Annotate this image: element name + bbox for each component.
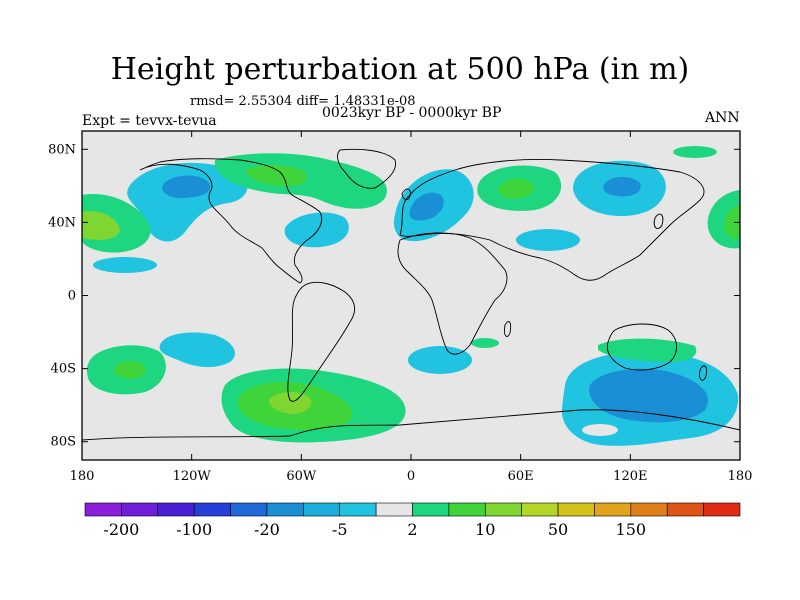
colorbar-swatch [448, 502, 486, 517]
lon-tick-label: 180 [728, 469, 753, 484]
lon-tick-label: 120W [173, 469, 212, 484]
lat-tick-label: 80N [48, 142, 76, 157]
coastlines [82, 148, 740, 441]
positive-anomaly-south-atlantic-inner [269, 392, 312, 414]
positive-anomaly-siberia-core [498, 178, 535, 199]
lon-tick-label: 60W [286, 469, 317, 484]
negative-anomaly-east-asia-core [603, 177, 641, 197]
lat-tick-label: 40N [48, 215, 76, 230]
positive-anomaly-pacific-east-core [724, 205, 740, 239]
coastline-uk [401, 188, 411, 201]
negative-anomaly-indian-ocean [408, 346, 472, 374]
positive-anomaly-south-africa [471, 338, 499, 348]
colorbar-swatch [121, 502, 159, 517]
colorbar-swatch [303, 502, 341, 517]
lon-tick-label: 180 [70, 469, 95, 484]
positive-anomaly-australia-east [598, 338, 697, 362]
colorbar-label: -200 [103, 520, 139, 539]
colorbar-swatch [594, 502, 632, 517]
season-label: ANN [705, 110, 740, 126]
negative-anomaly-na [127, 162, 248, 242]
lat-tick-label: 0 [68, 289, 76, 304]
coastline-eurasia [399, 159, 705, 281]
coastline-madagascar [504, 321, 512, 337]
lon-tick-label: 0 [407, 469, 415, 484]
colorbar: -200 -100 -20 -5 2 10 50 150 [84, 502, 741, 539]
coastline-south-america [287, 281, 356, 402]
colorbar-swatch [484, 502, 522, 517]
coastline-north-america [139, 158, 323, 284]
positive-anomaly-arctic-east [673, 146, 717, 158]
colorbar-swatch [703, 502, 741, 517]
colorbar-label: 150 [616, 520, 647, 539]
negative-anomaly-europe-core [409, 192, 444, 221]
colorbar-swatch [157, 502, 195, 517]
colorbar-swatch [375, 502, 413, 517]
negative-anomaly-southern-ocean-core [589, 368, 709, 423]
negative-anomaly-pacific-west [93, 257, 157, 273]
colorbar-swatch [412, 502, 450, 517]
colorbar-swatch [339, 502, 377, 517]
colorbar-swatch [266, 502, 304, 517]
colorbar-swatch [521, 502, 559, 517]
colorbar-swatch [84, 502, 122, 517]
plot-title: Height perturbation at 500 hPa (in m) [110, 52, 690, 87]
lon-tick-label: 60E [508, 469, 534, 484]
rmsd-stats: rmsd= 2.55304 diff= 1.48331e-08 [190, 94, 416, 109]
colorbar-swatch [557, 502, 595, 517]
low-anomaly-patch [582, 424, 618, 436]
colorbar-label: 10 [475, 520, 495, 539]
negative-anomaly-south-pacific [159, 332, 235, 368]
colorbar-label: -5 [332, 520, 348, 539]
coastline-japan [653, 213, 664, 229]
coastline-australia [606, 323, 677, 371]
lat-tick-label: 80S [51, 435, 76, 450]
coastline-antarctica [82, 409, 740, 441]
colorbar-label: -100 [176, 520, 212, 539]
coastline-new-zealand [699, 365, 707, 381]
positive-anomaly-pacific-west-core [82, 211, 120, 240]
colorbar-label: -20 [254, 520, 280, 539]
coastline-greenland [337, 148, 396, 189]
positive-anomaly-south-pacific-core [114, 361, 146, 379]
colorbar-label: 50 [548, 520, 568, 539]
lat-tick-label: 40S [51, 362, 76, 377]
colorbar-label: 2 [407, 520, 417, 539]
colorbar-swatch [630, 502, 668, 517]
colorbar-swatch [230, 502, 268, 517]
colorbar-swatch [193, 502, 231, 517]
time-period: 0023kyr BP - 0000kyr BP [322, 105, 502, 121]
negative-anomaly-india [516, 229, 580, 251]
experiment-label: Expt = tevvx-tevua [82, 113, 217, 129]
negative-anomaly-atlantic [284, 212, 349, 248]
anomaly-contours [82, 146, 740, 446]
negative-anomaly-na-core [162, 175, 211, 198]
lon-tick-label: 120E [613, 469, 647, 484]
positive-anomaly-arctic-core [245, 164, 308, 187]
colorbar-swatch [666, 502, 704, 517]
axis-ticks: 80N 40N 0 40S 80S 180 120W 60W 0 60E 120E 180 [48, 131, 752, 484]
coastline-africa [397, 232, 508, 355]
